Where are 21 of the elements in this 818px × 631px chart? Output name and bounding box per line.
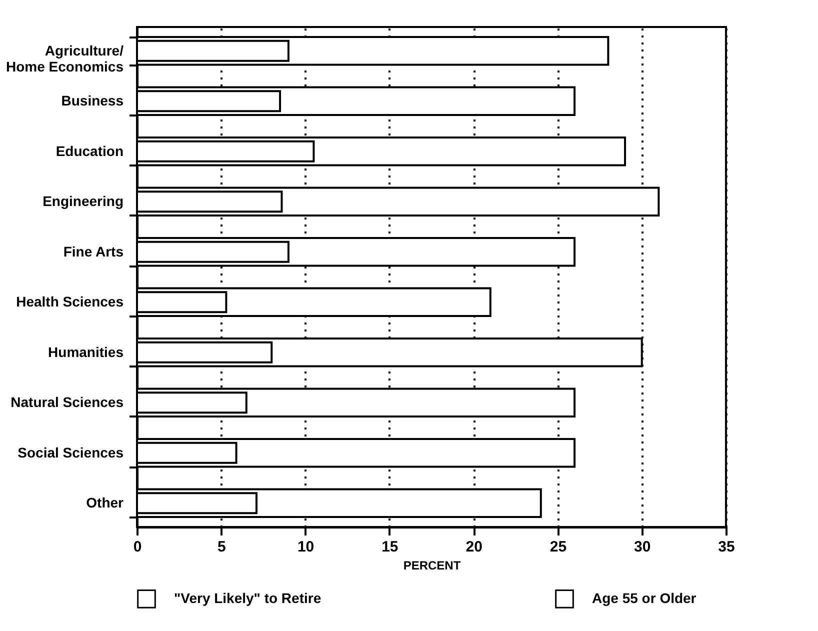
y-tick-label: Fine Arts bbox=[63, 243, 124, 260]
legend-label: Age 55 or Older bbox=[592, 590, 697, 606]
legend-label: "Very Likely" to Retire bbox=[174, 590, 322, 606]
x-tick-label: 25 bbox=[550, 538, 567, 556]
y-tick-label: Agriculture/ Home Economics bbox=[6, 42, 124, 74]
x-tick-label: 5 bbox=[217, 538, 226, 556]
x-tick-label: 15 bbox=[382, 538, 398, 556]
y-tick-label: Humanities bbox=[48, 344, 124, 360]
y-tick-label: Engineering bbox=[42, 193, 124, 210]
x-tick-label: 0 bbox=[133, 538, 142, 556]
x-axis-title: PERCENT bbox=[403, 558, 462, 572]
y-tick-label: Business bbox=[61, 92, 124, 109]
y-tick-label: Education bbox=[56, 142, 124, 159]
x-tick-label: 20 bbox=[466, 538, 482, 556]
x-tick-label: 35 bbox=[718, 538, 735, 556]
y-tick-label: Health Sciences bbox=[16, 294, 124, 310]
y-tick-label: Social Sciences bbox=[18, 444, 124, 460]
x-tick-label: 30 bbox=[634, 538, 651, 556]
y-tick-label: Other bbox=[86, 494, 124, 511]
y-tick-label: Natural Sciences bbox=[10, 394, 124, 410]
x-tick-label: 10 bbox=[297, 538, 314, 556]
